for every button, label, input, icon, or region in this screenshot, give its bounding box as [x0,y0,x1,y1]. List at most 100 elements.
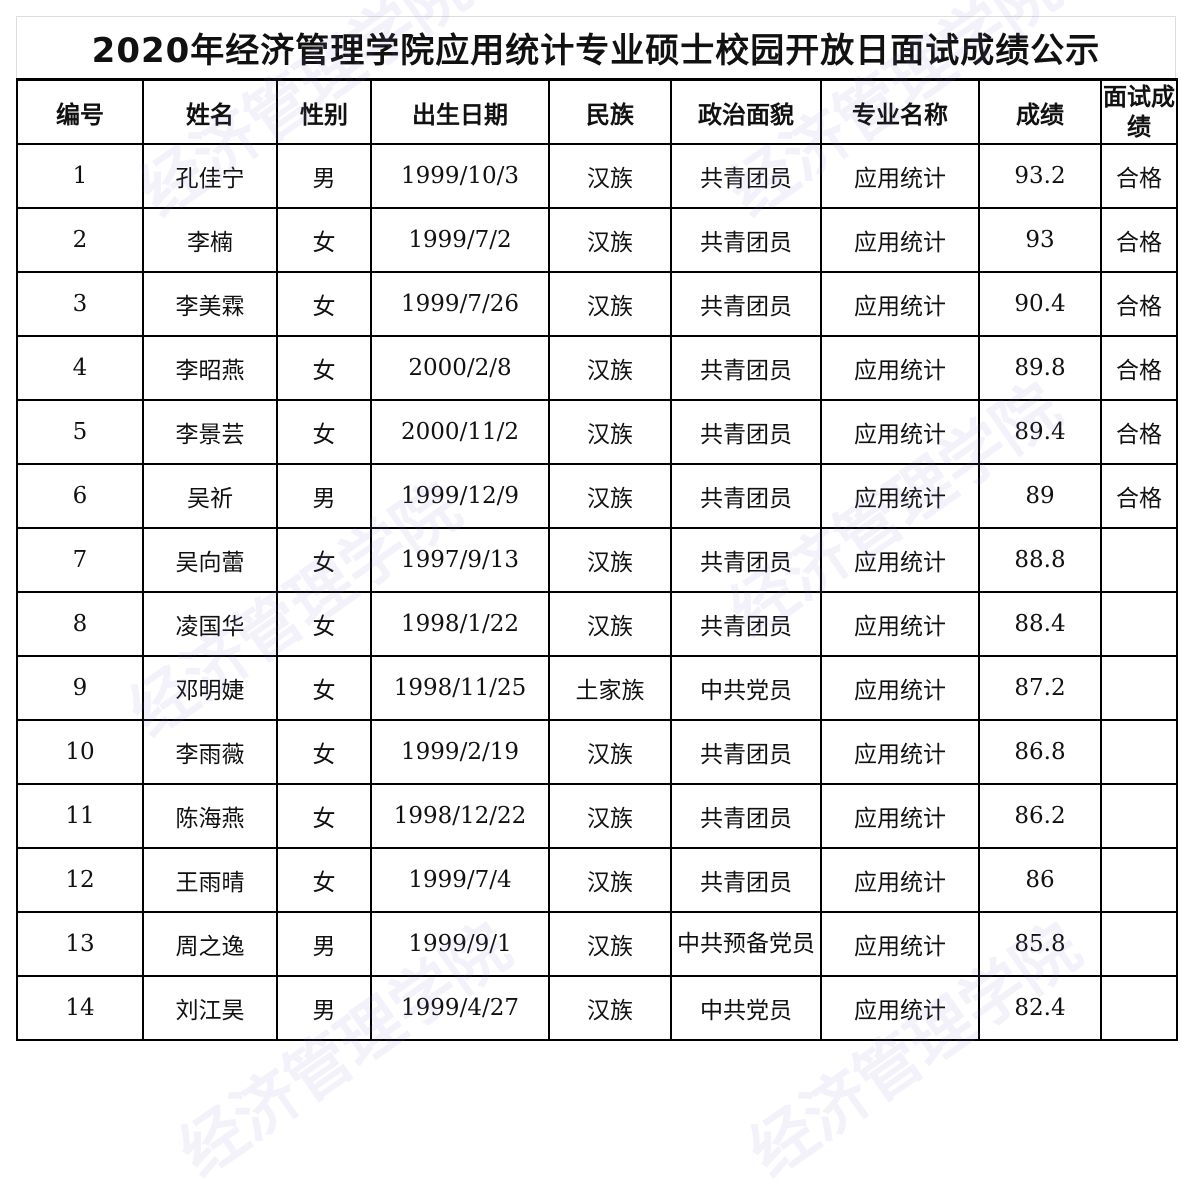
table-row: 10 李雨薇女 1999/2/19 汉族 共青团员 应用统计 86.8 [16,719,1178,785]
cell-score: 86.2 [978,783,1102,849]
cell-political-status: 共青团员 [670,207,822,273]
cell-gender: 男 [276,463,372,529]
cell-name: 凌国华 [142,591,278,657]
cell-interview-result [1100,975,1178,1041]
header-gender: 性别 [276,78,372,145]
cell-political-status: 共青团员 [670,719,822,785]
cell-ethnicity: 汉族 [548,399,672,465]
cell-gender: 女 [276,207,372,273]
cell-gender: 男 [276,975,372,1041]
table-row: 6 吴祈男 1999/12/9 汉族 共青团员 应用统计 89 合格 [16,463,1178,529]
cell-major: 应用统计 [820,847,980,913]
cell-number: 3 [16,271,144,337]
table-row: 12 王雨晴女 1999/7/4 汉族 共青团员 应用统计 86 [16,847,1178,913]
header-political-status: 政治面貌 [670,78,822,145]
cell-score: 88.8 [978,527,1102,593]
cell-political-status: 共青团员 [670,463,822,529]
score-table: 编号 姓名 性别 出生日期 民族 政治面貌 专业名称 成绩 面试成绩 1 孔佳宁男 1999/10/… [16,78,1178,1041]
cell-score: 88.4 [978,591,1102,657]
cell-number: 9 [16,655,144,721]
cell-political-status: 中共预备党员 [670,911,822,977]
cell-birthdate: 1998/1/22 [370,591,550,657]
cell-interview-result [1100,655,1178,721]
cell-gender: 女 [276,335,372,401]
cell-number: 7 [16,527,144,593]
cell-birthdate: 1999/4/27 [370,975,550,1041]
cell-ethnicity: 汉族 [548,271,672,337]
cell-number: 13 [16,911,144,977]
cell-political-status: 共青团员 [670,143,822,209]
cell-political-status: 共青团员 [670,783,822,849]
cell-name: 周之逸 [142,911,278,977]
cell-number: 2 [16,207,144,273]
cell-number: 6 [16,463,144,529]
cell-number: 14 [16,975,144,1041]
header-ethnicity: 民族 [548,78,672,145]
cell-interview-result [1100,719,1178,785]
cell-score: 89.4 [978,399,1102,465]
cell-gender: 男 [276,911,372,977]
cell-ethnicity: 汉族 [548,975,672,1041]
score-sheet: 2020年经济管理学院应用统计专业硕士校园开放日面试成绩公示 编号 姓名 性别 出生日… [16,16,1178,1041]
cell-score: 87.2 [978,655,1102,721]
cell-score: 93.2 [978,143,1102,209]
table-row: 8 凌国华女 1998/1/22 汉族 共青团员 应用统计 88.4 [16,591,1178,657]
header-number: 编号 [16,78,144,145]
cell-birthdate: 1999/7/2 [370,207,550,273]
cell-interview-result: 合格 [1100,207,1178,273]
cell-political-status: 共青团员 [670,335,822,401]
cell-score: 86 [978,847,1102,913]
cell-ethnicity: 汉族 [548,591,672,657]
cell-ethnicity: 汉族 [548,527,672,593]
cell-major: 应用统计 [820,655,980,721]
header-birthdate: 出生日期 [370,78,550,145]
cell-number: 8 [16,591,144,657]
cell-political-status: 中共党员 [670,655,822,721]
table-row: 1 孔佳宁男 1999/10/3 汉族 共青团员 应用统计 93.2 合格 [16,143,1178,209]
cell-major: 应用统计 [820,207,980,273]
cell-major: 应用统计 [820,911,980,977]
cell-birthdate: 1999/2/19 [370,719,550,785]
table-row: 13 周之逸男 1999/9/1 汉族 中共预备党员 应用统计 85.8 [16,911,1178,977]
cell-gender: 男 [276,143,372,209]
table-row: 9 邓明婕女 1998/11/25 土家族 中共党员 应用统计 87.2 [16,655,1178,721]
cell-ethnicity: 汉族 [548,911,672,977]
cell-birthdate: 1998/12/22 [370,783,550,849]
cell-gender: 女 [276,399,372,465]
header-name: 姓名 [142,78,278,145]
cell-interview-result: 合格 [1100,143,1178,209]
cell-interview-result: 合格 [1100,335,1178,401]
table-row: 11 陈海燕女 1998/12/22 汉族 共青团员 应用统计 86.2 [16,783,1178,849]
cell-ethnicity: 汉族 [548,719,672,785]
header-major: 专业名称 [820,78,980,145]
cell-major: 应用统计 [820,143,980,209]
cell-major: 应用统计 [820,719,980,785]
cell-number: 1 [16,143,144,209]
cell-number: 11 [16,783,144,849]
cell-ethnicity: 土家族 [548,655,672,721]
cell-birthdate: 1999/9/1 [370,911,550,977]
cell-gender: 女 [276,271,372,337]
table-row: 3 李美霖女 1999/7/26 汉族 共青团员 应用统计 90.4 合格 [16,271,1178,337]
cell-name: 王雨晴 [142,847,278,913]
cell-interview-result: 合格 [1100,399,1178,465]
cell-gender: 女 [276,719,372,785]
cell-interview-result: 合格 [1100,271,1178,337]
cell-score: 86.8 [978,719,1102,785]
cell-ethnicity: 汉族 [548,207,672,273]
cell-name: 陈海燕 [142,783,278,849]
cell-interview-result [1100,591,1178,657]
cell-name: 李美霖 [142,271,278,337]
cell-name: 刘江昊 [142,975,278,1041]
cell-number: 12 [16,847,144,913]
cell-gender: 女 [276,527,372,593]
cell-birthdate: 1999/7/26 [370,271,550,337]
cell-gender: 女 [276,591,372,657]
page-title: 2020年经济管理学院应用统计专业硕士校园开放日面试成绩公示 [16,16,1176,78]
cell-score: 82.4 [978,975,1102,1041]
cell-major: 应用统计 [820,271,980,337]
cell-birthdate: 1999/7/4 [370,847,550,913]
cell-political-status: 中共党员 [670,975,822,1041]
cell-ethnicity: 汉族 [548,463,672,529]
cell-ethnicity: 汉族 [548,847,672,913]
